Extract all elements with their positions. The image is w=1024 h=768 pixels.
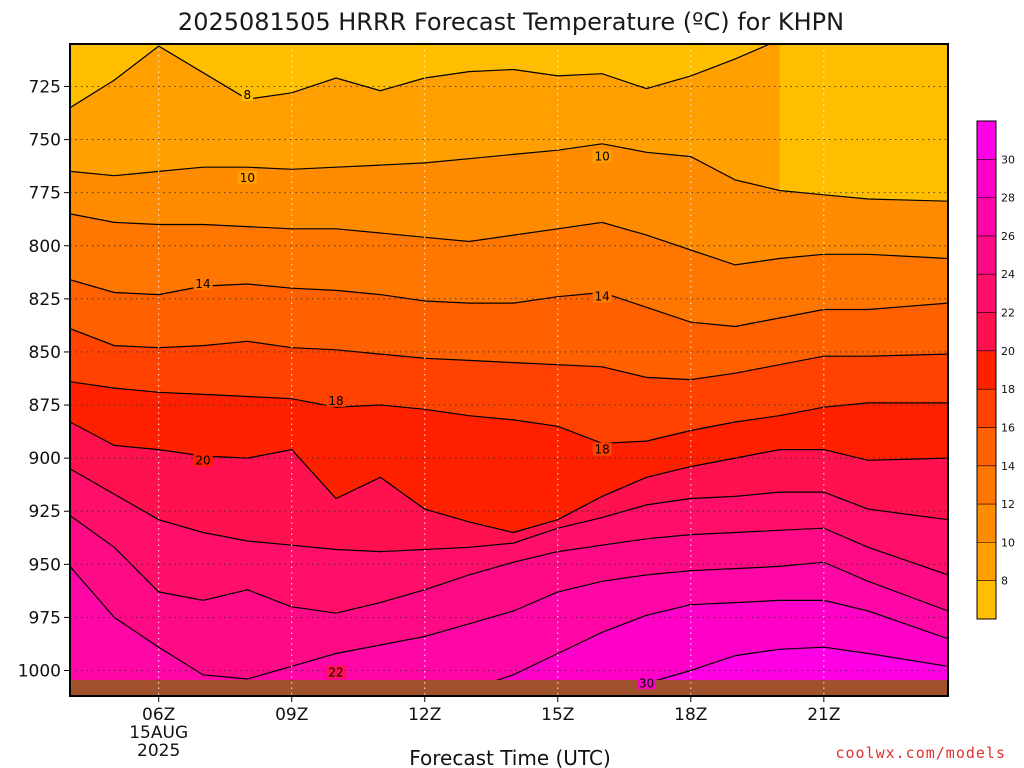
colorbar-segment — [977, 197, 996, 237]
contour-label-bg — [193, 453, 213, 467]
colorbar-label: 12 — [1001, 498, 1015, 511]
contour-28 — [468, 599, 948, 691]
contour-label: 8 — [244, 88, 252, 102]
y-tick-label: 825 — [29, 290, 61, 310]
x-tick-label: 18Z — [674, 705, 707, 725]
x-tick-label: 21Z — [807, 705, 840, 725]
contour-30 — [646, 646, 948, 684]
y-tick-label: 975 — [29, 608, 61, 628]
colorbar-segment — [977, 235, 996, 275]
colorbar-segment — [977, 389, 996, 428]
contour-label-bg — [592, 149, 612, 163]
colorbar-label: 22 — [1001, 307, 1015, 320]
y-tick-label: 850 — [29, 343, 61, 363]
colorbar: 8 10 12 14 16 18 20 22 24 26 28 30 — [976, 120, 1015, 620]
contour-label-bg — [237, 170, 257, 184]
contour-label: 20 — [195, 453, 210, 467]
y-tick-label: 775 — [29, 184, 61, 204]
contour-26 — [70, 561, 948, 680]
contour-label: 10 — [594, 150, 609, 164]
chart-title: 2025081505 HRRR Forecast Temperature (ºC… — [178, 8, 844, 36]
plot-area: 8 10 10 14 14 18 18 20 22 30 725 750 775 800 825 850 875… — [18, 43, 949, 761]
contour-10 — [70, 143, 948, 202]
colorbar-label: 14 — [1001, 460, 1015, 473]
colorbar-segment — [977, 504, 996, 543]
colorbar-label: 16 — [1001, 421, 1015, 434]
y-tick-label: 1000 — [18, 662, 61, 682]
contour-16 — [70, 328, 948, 381]
colorbar-label: 20 — [1001, 345, 1015, 358]
contour-label: 30 — [639, 676, 654, 690]
colorbar-segment — [977, 465, 996, 505]
colorbar-label: 30 — [1001, 153, 1015, 166]
colorbar-segment — [977, 312, 996, 352]
site-credit: coolwx.com/models — [835, 744, 1006, 762]
y-tick-label: 875 — [29, 396, 61, 416]
x-tick-label: 15Z — [541, 705, 574, 725]
contour-label: 18 — [328, 394, 343, 408]
y-tick-label: 900 — [29, 449, 61, 469]
contour-8 — [70, 44, 772, 109]
x-axis-title: Forecast Time (UTC) — [409, 746, 611, 768]
contour-label: 14 — [195, 277, 210, 291]
contour-12 — [70, 213, 948, 266]
colorbar-segment — [977, 427, 996, 467]
contour-label-bg — [326, 665, 346, 679]
colorbar-segment — [977, 159, 996, 199]
x-tick-label: 12Z — [408, 705, 441, 725]
colorbar-label: 24 — [1001, 268, 1015, 281]
colorbar-segment — [977, 121, 996, 160]
y-tick-label: 925 — [29, 502, 61, 522]
colorbar-label: 28 — [1001, 192, 1015, 205]
y-tick-label: 750 — [29, 131, 61, 151]
contour-label-bg — [592, 442, 612, 456]
contour-label: 10 — [240, 171, 255, 185]
colorbar-segment — [977, 274, 996, 314]
contour-24 — [70, 515, 948, 614]
colorbar-label: 26 — [1001, 230, 1015, 243]
contour-18 — [70, 381, 948, 444]
contour-label-bg — [636, 676, 656, 690]
ground-strip — [70, 680, 948, 696]
y-tick-label: 725 — [29, 77, 61, 97]
contour-label-bg — [193, 276, 213, 290]
contour-label: 22 — [328, 666, 343, 680]
contour-label-bg — [241, 87, 254, 101]
contour-label-bg — [326, 393, 346, 407]
colorbar-segment — [977, 350, 996, 390]
contour-label: 14 — [594, 290, 609, 304]
plot-frame — [69, 43, 949, 697]
colorbar-frame — [976, 120, 997, 620]
contour-22 — [70, 468, 948, 553]
contour-label: 18 — [594, 443, 609, 457]
colorbar-label: 8 — [1001, 575, 1008, 588]
contour-label-bg — [592, 289, 612, 303]
y-tick-label: 800 — [29, 237, 61, 257]
colorbar-label: 10 — [1001, 536, 1015, 549]
x-tick-label: 09Z — [275, 705, 308, 725]
colorbar-label: 18 — [1001, 383, 1015, 396]
x-tick-label: 06Z 15AUG 2025 — [129, 705, 188, 761]
colorbar-segment — [977, 542, 996, 582]
y-tick-label: 950 — [29, 555, 61, 575]
colorbar-segment — [977, 580, 996, 620]
